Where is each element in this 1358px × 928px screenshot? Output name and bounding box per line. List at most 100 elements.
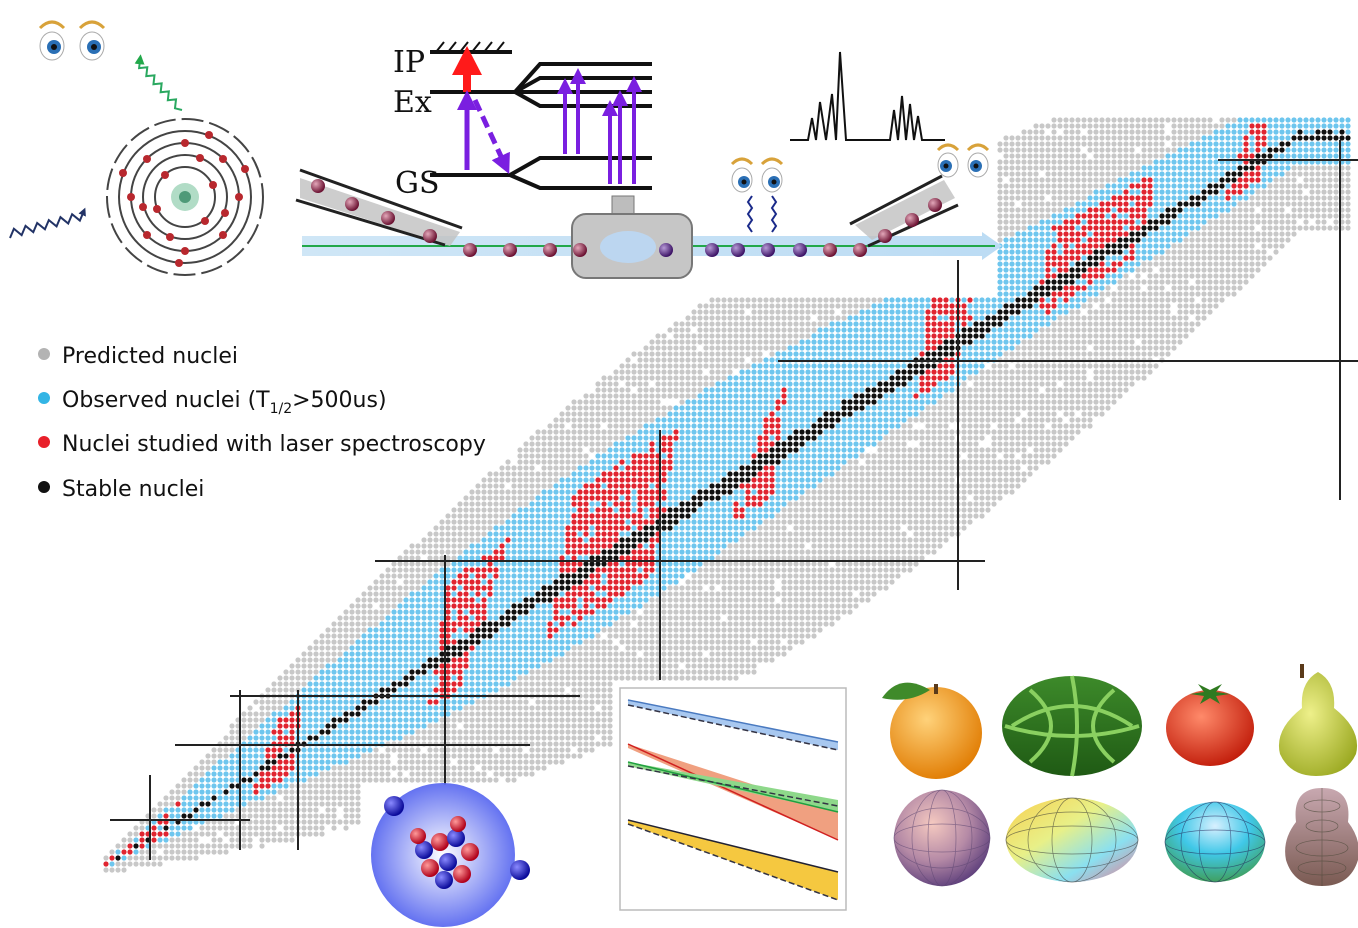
nuclide-dot xyxy=(757,393,763,399)
nuclide-dot xyxy=(505,579,511,585)
nuclide-dot xyxy=(607,405,613,411)
nuclide-dot xyxy=(397,687,403,693)
nuclide-dot xyxy=(205,795,211,801)
nuclide-dot xyxy=(631,675,637,681)
nuclide-dot xyxy=(811,531,817,537)
nuclide-dot xyxy=(499,687,505,693)
nuclide-dot xyxy=(505,765,511,771)
nuclide-dot xyxy=(763,375,769,381)
nuclide-dot xyxy=(475,597,481,603)
nuclide-dot xyxy=(631,603,637,609)
nuclide-dot xyxy=(403,567,409,573)
nuclide-dot xyxy=(391,645,397,651)
nuclide-dot xyxy=(823,423,829,429)
nuclide-dot xyxy=(823,297,829,303)
nuclide-dot xyxy=(583,429,589,435)
nuclide-dot xyxy=(607,729,613,735)
nuclide-dot xyxy=(325,663,331,669)
nuclide-dot xyxy=(703,477,709,483)
nuclide-dot xyxy=(559,495,565,501)
nuclide-dot xyxy=(817,525,823,531)
nuclide-dot xyxy=(667,573,673,579)
nuclide-dot xyxy=(511,489,517,495)
nuclide-dot xyxy=(241,723,247,729)
nuclide-dot xyxy=(409,627,415,633)
nuclide-dot xyxy=(583,693,589,699)
nuclide-dot xyxy=(769,591,775,597)
nuclide-dot xyxy=(697,459,703,465)
nuclide-dot xyxy=(727,363,733,369)
nuclide-dot xyxy=(571,507,577,513)
nuclide-dot xyxy=(379,771,385,777)
nuclide-dot xyxy=(517,501,523,507)
nuclide-dot xyxy=(691,471,697,477)
nuclide-dot xyxy=(229,825,235,831)
nuclide-dot xyxy=(403,687,409,693)
nuclide-dot xyxy=(637,573,643,579)
nuclide-dot xyxy=(499,591,505,597)
nuclide-dot xyxy=(817,309,823,315)
nuclide-dot xyxy=(733,357,739,363)
nuclide-dot xyxy=(667,501,673,507)
nuclide-dot xyxy=(529,747,535,753)
nuclide-dot xyxy=(529,513,535,519)
nuclide-dot xyxy=(619,603,625,609)
nuclide-dot xyxy=(451,591,457,597)
nuclide-dot xyxy=(337,717,343,723)
nuclide-dot xyxy=(805,375,811,381)
nuclide-dot xyxy=(583,747,589,753)
nuclide-dot xyxy=(385,723,391,729)
nuclide-dot xyxy=(481,711,487,717)
nuclide-dot xyxy=(397,573,403,579)
nuclide-dot xyxy=(703,663,709,669)
nuclide-dot xyxy=(403,711,409,717)
nuclide-dot xyxy=(619,423,625,429)
nuclide-dot xyxy=(637,531,643,537)
nuclide-dot xyxy=(739,561,745,567)
nuclide-dot xyxy=(625,561,631,567)
nuclide-dot xyxy=(523,711,529,717)
nuclide-dot xyxy=(565,447,571,453)
nuclide-dot xyxy=(625,447,631,453)
nuclide-dot xyxy=(199,849,205,855)
nuclide-dot xyxy=(301,759,307,765)
nuclide-dot xyxy=(709,357,715,363)
nuclide-dot xyxy=(367,765,373,771)
nuclide-dot xyxy=(469,573,475,579)
nuclide-dot xyxy=(643,609,649,615)
nuclide-dot xyxy=(445,663,451,669)
nuclide-dot xyxy=(337,771,343,777)
nuclide-dot xyxy=(265,747,271,753)
nuclide-dot xyxy=(709,441,715,447)
nuclide-dot xyxy=(463,777,469,783)
nuclide-dot xyxy=(757,471,763,477)
nuclide-dot xyxy=(589,729,595,735)
nuclide-dot xyxy=(667,357,673,363)
nuclide-dot xyxy=(535,489,541,495)
nuclide-dot xyxy=(679,609,685,615)
nuclide-dot xyxy=(475,657,481,663)
nuclide-dot xyxy=(565,597,571,603)
nuclide-dot xyxy=(187,801,193,807)
nuclide-dot xyxy=(697,321,703,327)
nuclide-dot xyxy=(817,327,823,333)
nuclide-dot xyxy=(523,753,529,759)
nuclide-dot xyxy=(277,717,283,723)
nuclide-dot xyxy=(529,507,535,513)
nuclide-dot xyxy=(205,771,211,777)
nuclide-dot xyxy=(631,477,637,483)
nuclide-dot xyxy=(643,543,649,549)
nuclide-dot xyxy=(181,795,187,801)
nuclide-dot xyxy=(763,549,769,555)
nuclide-dot xyxy=(667,363,673,369)
nuclide-dot xyxy=(637,507,643,513)
nuclide-dot xyxy=(199,807,205,813)
nuclide-dot xyxy=(601,387,607,393)
nuclide-dot xyxy=(559,447,565,453)
nuclide-dot xyxy=(685,513,691,519)
nuclide-dot xyxy=(751,339,757,345)
nuclide-dot xyxy=(475,759,481,765)
nuclide-dot xyxy=(697,615,703,621)
nuclide-dot xyxy=(505,777,511,783)
nuclide-dot xyxy=(547,663,553,669)
